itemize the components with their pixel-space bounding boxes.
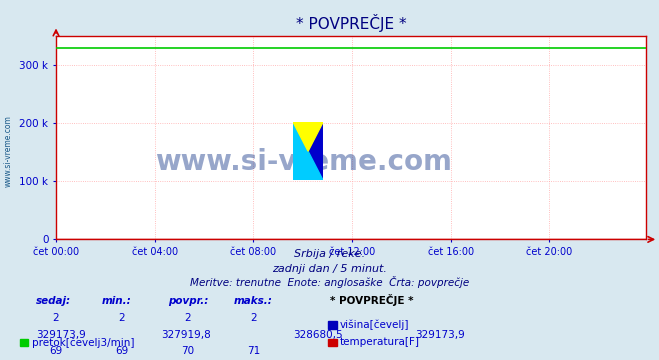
Text: 327919,8: 327919,8 — [161, 330, 211, 340]
Text: min.:: min.: — [102, 296, 132, 306]
Text: 70: 70 — [181, 346, 194, 356]
Text: 2: 2 — [53, 314, 59, 324]
Polygon shape — [293, 122, 323, 180]
Text: 2: 2 — [250, 314, 257, 324]
Text: povpr.:: povpr.: — [168, 296, 208, 306]
Text: višina[čevelj]: višina[čevelj] — [340, 320, 409, 330]
Title: * POVPREČJE *: * POVPREČJE * — [296, 14, 406, 32]
Text: 329173,9: 329173,9 — [36, 330, 86, 340]
Polygon shape — [308, 151, 323, 180]
Text: 2: 2 — [185, 314, 191, 324]
Polygon shape — [293, 122, 323, 151]
Text: * POVPREČJE *: * POVPREČJE * — [330, 294, 413, 306]
Text: 2: 2 — [119, 314, 125, 324]
Text: 329173,9: 329173,9 — [415, 330, 465, 340]
Text: 69: 69 — [115, 346, 129, 356]
Text: sedaj:: sedaj: — [36, 296, 71, 306]
Polygon shape — [293, 122, 323, 180]
Text: pretok[čevelj3/min]: pretok[čevelj3/min] — [32, 337, 134, 348]
Text: temperatura[F]: temperatura[F] — [340, 337, 420, 347]
Text: maks.:: maks.: — [234, 296, 273, 306]
Text: Srbija / reke.: Srbija / reke. — [294, 249, 365, 260]
Text: zadnji dan / 5 minut.: zadnji dan / 5 minut. — [272, 264, 387, 274]
Polygon shape — [308, 122, 323, 180]
Text: 71: 71 — [247, 346, 260, 356]
Text: Meritve: trenutne  Enote: anglosaške  Črta: povprečje: Meritve: trenutne Enote: anglosaške Črta… — [190, 276, 469, 288]
Polygon shape — [293, 122, 323, 180]
Text: 328680,5: 328680,5 — [293, 330, 343, 340]
Text: www.si-vreme.com: www.si-vreme.com — [4, 115, 13, 187]
Text: 69: 69 — [49, 346, 63, 356]
Text: www.si-vreme.com: www.si-vreme.com — [156, 148, 452, 176]
